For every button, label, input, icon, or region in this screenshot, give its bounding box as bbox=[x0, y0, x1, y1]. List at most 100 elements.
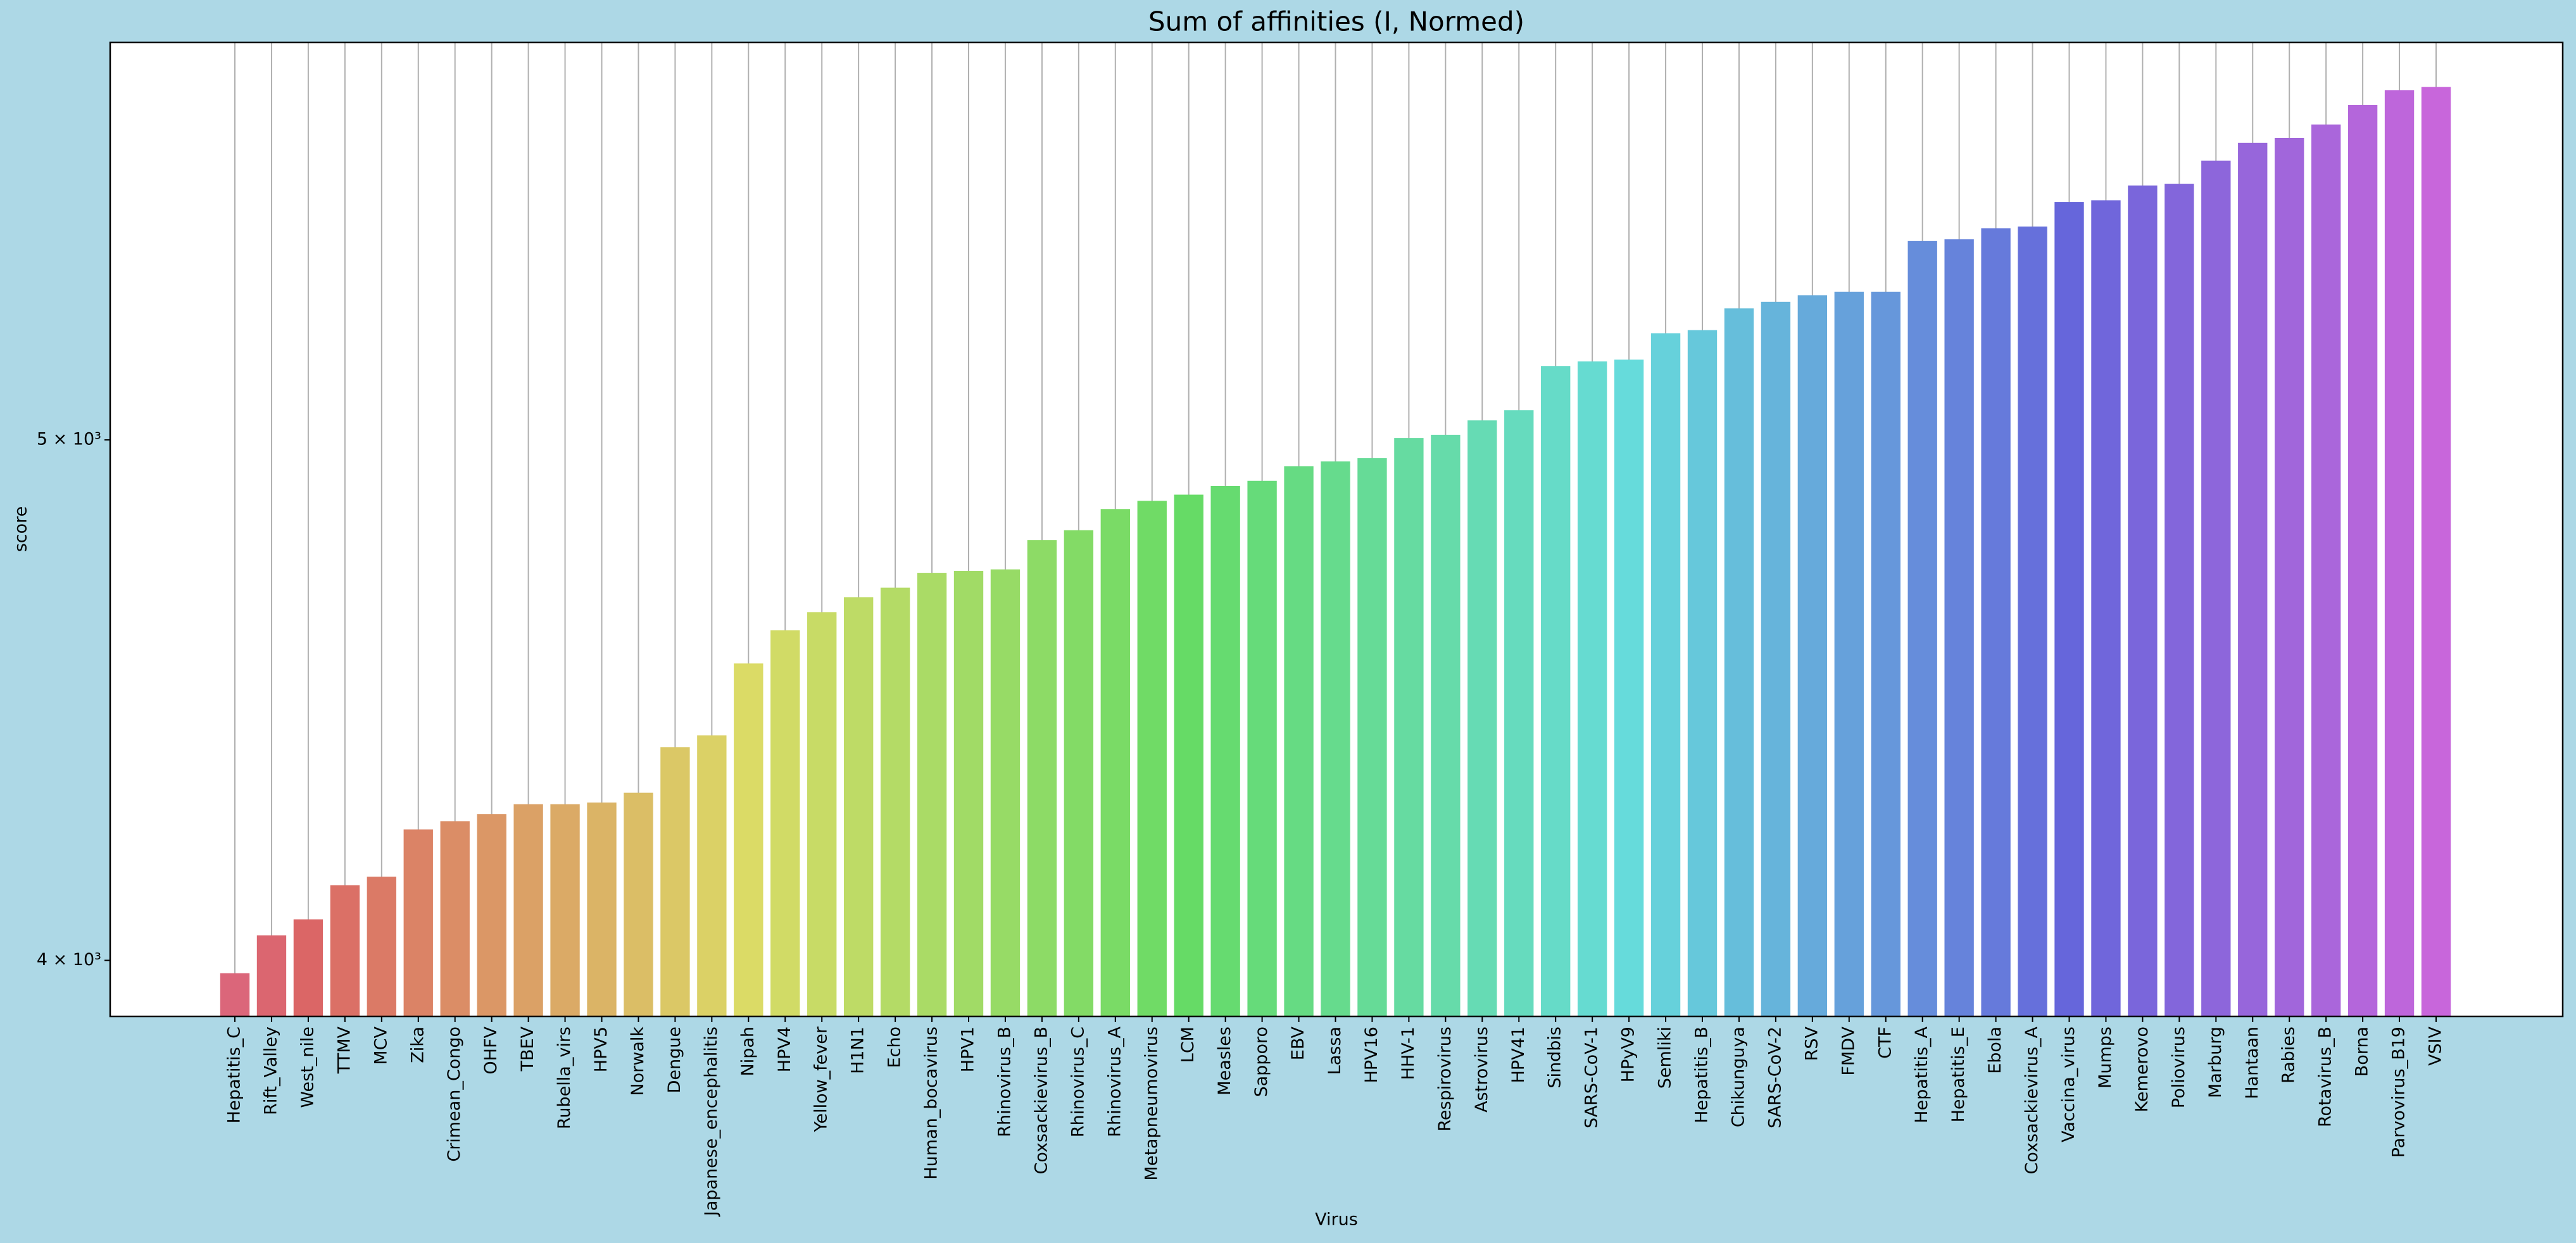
x-tick-label: Astrovirus bbox=[1472, 1027, 1492, 1113]
x-tick-label: Human_bocavirus bbox=[922, 1027, 941, 1180]
bar bbox=[2238, 142, 2268, 1017]
x-tick-label: VSIV bbox=[2426, 1026, 2446, 1066]
bar bbox=[880, 587, 910, 1016]
x-tick-label: HHV-1 bbox=[1398, 1027, 1418, 1080]
x-tick-label: HPV16 bbox=[1362, 1027, 1381, 1083]
bar bbox=[2091, 200, 2121, 1016]
bar bbox=[2054, 202, 2084, 1016]
x-tick-label: Coxsackievirus_A bbox=[2022, 1026, 2042, 1174]
x-tick-label: Hantaan bbox=[2242, 1027, 2262, 1099]
bar bbox=[1321, 461, 1350, 1016]
x-tick-label: OHFV bbox=[481, 1026, 501, 1074]
x-tick-label: Chikunguya bbox=[1728, 1027, 1748, 1127]
bar bbox=[330, 885, 360, 1016]
x-tick-label: Rotavirus_B bbox=[2316, 1027, 2335, 1127]
x-tick-label: Rubella_virs bbox=[555, 1027, 574, 1129]
x-tick-label: Sindbis bbox=[1545, 1027, 1565, 1089]
x-axis-label: Virus bbox=[1315, 1210, 1358, 1230]
bar bbox=[2421, 87, 2451, 1017]
bar bbox=[440, 821, 470, 1016]
x-tick-label: Vaccina_virus bbox=[2059, 1027, 2078, 1142]
bar bbox=[1394, 438, 1424, 1016]
x-tick-label: Crimean_Congo bbox=[444, 1027, 464, 1162]
x-tick-label: HPyV9 bbox=[1619, 1027, 1638, 1082]
x-tick-label: Yellow_fever bbox=[812, 1026, 831, 1132]
y-tick-label: 5 × 10³ bbox=[37, 430, 101, 449]
bar bbox=[2275, 137, 2304, 1017]
bar bbox=[220, 973, 250, 1016]
bar bbox=[1944, 239, 1974, 1016]
x-tick-label: Respirovirus bbox=[1435, 1027, 1455, 1132]
bar bbox=[256, 935, 287, 1016]
bar bbox=[1541, 366, 1571, 1016]
bar bbox=[293, 919, 324, 1016]
x-tick-label: FMDV bbox=[1838, 1026, 1858, 1075]
bar bbox=[2201, 160, 2231, 1017]
x-tick-label: West_nile bbox=[298, 1027, 317, 1108]
x-tick-label: Hepatitis_A bbox=[1912, 1026, 1932, 1123]
x-tick-label: RSV bbox=[1802, 1026, 1821, 1061]
bar bbox=[1357, 458, 1387, 1016]
bar bbox=[1467, 420, 1497, 1016]
bar bbox=[1284, 466, 1314, 1016]
y-tick-label: 4 × 10³ bbox=[37, 950, 101, 970]
x-tick-label: Japanese_encephalitis bbox=[701, 1027, 721, 1217]
bar bbox=[807, 612, 837, 1016]
x-tick-label: Rabies bbox=[2279, 1027, 2299, 1084]
bar bbox=[2347, 104, 2378, 1017]
plot-frame bbox=[109, 41, 2564, 1018]
bar bbox=[1650, 333, 1681, 1016]
bar bbox=[1834, 291, 1864, 1016]
bar bbox=[1871, 291, 1901, 1016]
bar bbox=[2018, 226, 2047, 1016]
bar bbox=[953, 570, 984, 1016]
bar bbox=[624, 792, 653, 1016]
bar bbox=[917, 573, 947, 1016]
x-tick-label: MCV bbox=[371, 1026, 391, 1065]
y-axis-label: score bbox=[11, 506, 31, 553]
x-tick-label: SARS-CoV-2 bbox=[1765, 1027, 1785, 1128]
bar bbox=[770, 630, 800, 1016]
x-tick-label: Rhinovirus_B bbox=[995, 1027, 1014, 1137]
x-tick-label: Rhinovirus_A bbox=[1105, 1026, 1124, 1137]
x-tick-label: Coxsackievirus_B bbox=[1031, 1027, 1051, 1175]
x-tick-label: Parvovirus_B19 bbox=[2389, 1027, 2409, 1158]
axes: 4 × 10³ 5 × 10³ Hepatitis_C Rift_Valley West… bbox=[37, 430, 2446, 1218]
x-tick-label: SARS-CoV-1 bbox=[1582, 1027, 1602, 1128]
x-tick-label: TTMV bbox=[334, 1026, 354, 1074]
bar bbox=[1064, 530, 1094, 1016]
x-tick-label: CTF bbox=[1875, 1027, 1895, 1059]
x-tick-label: HPV41 bbox=[1509, 1027, 1528, 1083]
x-tick-label: Borna bbox=[2353, 1027, 2372, 1077]
x-tick-label: EBV bbox=[1288, 1026, 1308, 1060]
x-tick-label: LCM bbox=[1178, 1027, 1198, 1063]
x-tick-label: Lassa bbox=[1325, 1027, 1345, 1075]
bar bbox=[1577, 361, 1607, 1016]
x-tick-label: Mumps bbox=[2095, 1027, 2115, 1089]
bar bbox=[550, 804, 580, 1016]
bar bbox=[660, 747, 690, 1016]
bar bbox=[2311, 124, 2341, 1017]
bar bbox=[1761, 301, 1791, 1016]
x-tick-label: TBEV bbox=[518, 1026, 537, 1071]
bar bbox=[1210, 486, 1240, 1016]
x-tick-label: Zika bbox=[408, 1027, 427, 1063]
bar bbox=[1247, 480, 1277, 1016]
bar bbox=[2164, 184, 2194, 1016]
bar bbox=[1981, 228, 2011, 1016]
bar bbox=[1027, 540, 1057, 1016]
bar bbox=[1614, 359, 1644, 1017]
x-tick-label: Hepatitis_C bbox=[225, 1027, 244, 1123]
x-tick-label: Hepatitis_B bbox=[1692, 1027, 1712, 1123]
bar bbox=[1687, 330, 1718, 1016]
bar bbox=[403, 829, 433, 1016]
bar bbox=[587, 803, 617, 1016]
bar bbox=[1431, 434, 1461, 1016]
x-tick-label: HPV5 bbox=[591, 1027, 611, 1072]
x-tick-label: Marburg bbox=[2206, 1027, 2225, 1098]
x-tick-label: H1N1 bbox=[848, 1027, 868, 1074]
bar bbox=[513, 804, 543, 1016]
bar bbox=[2128, 185, 2158, 1016]
bar bbox=[477, 814, 506, 1016]
